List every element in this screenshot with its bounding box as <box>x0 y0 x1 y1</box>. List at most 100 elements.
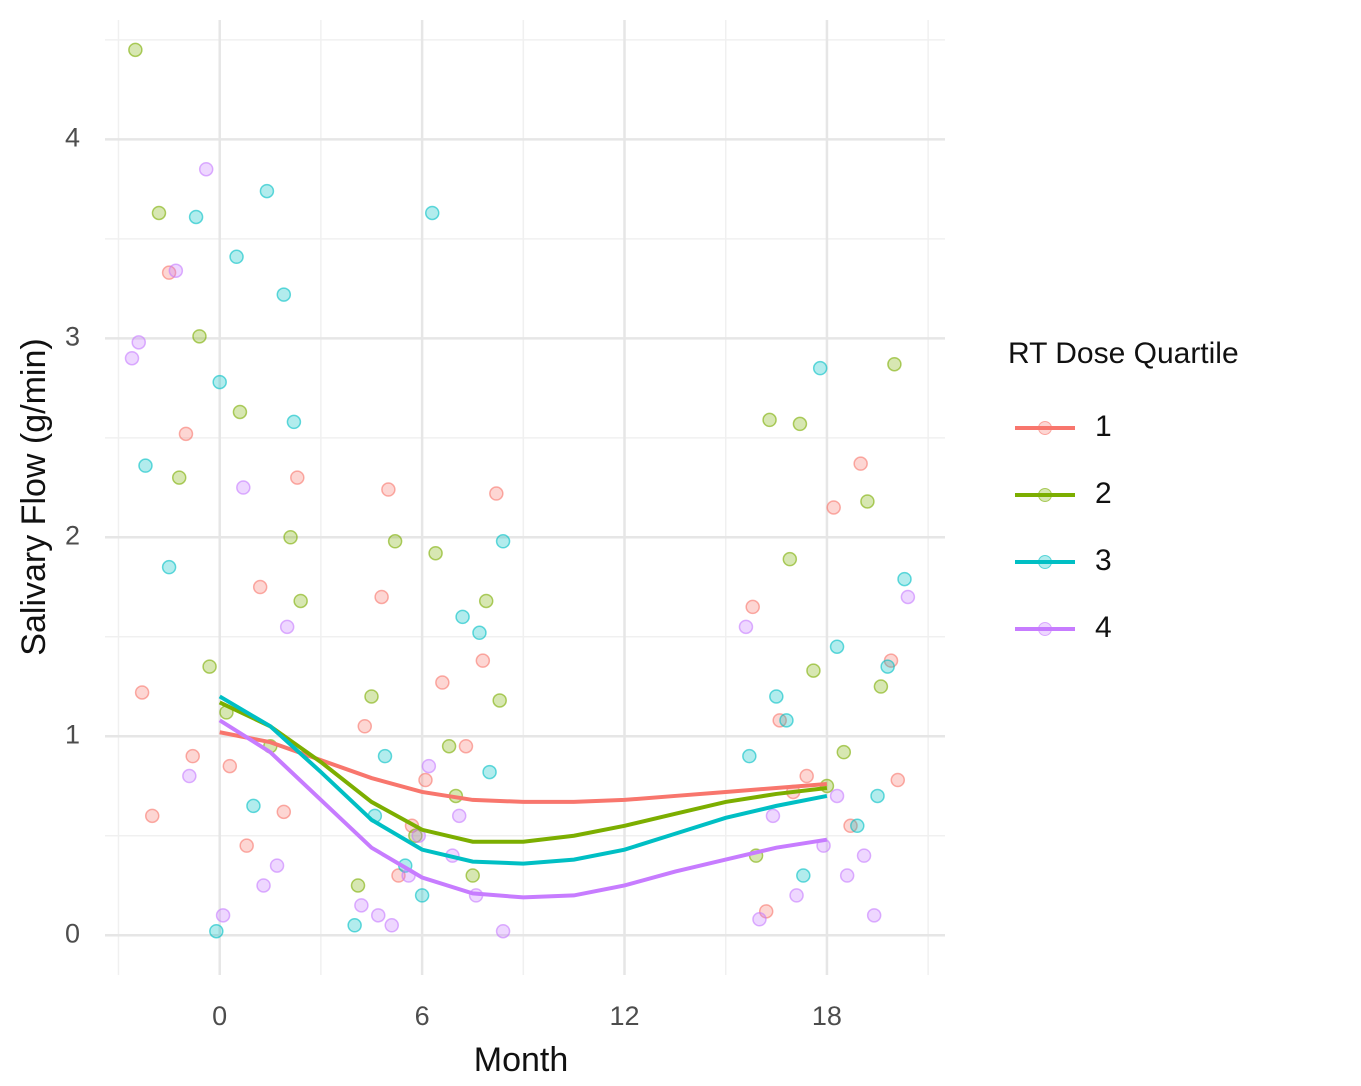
data-point <box>495 923 511 939</box>
data-point <box>276 287 292 302</box>
data-point <box>826 500 841 515</box>
y-tick-label: 4 <box>65 123 80 153</box>
legend-label: 2 <box>1095 477 1112 510</box>
data-point <box>812 360 828 376</box>
data-point <box>371 908 386 923</box>
legend-key-point <box>1038 555 1052 569</box>
data-point <box>475 653 491 668</box>
data-point <box>866 908 882 923</box>
legend-label: 3 <box>1095 544 1112 577</box>
data-point <box>856 848 872 863</box>
data-point <box>738 619 754 635</box>
data-point <box>779 713 794 728</box>
data-point <box>384 918 399 933</box>
data-point <box>276 804 292 820</box>
data-point <box>887 356 902 372</box>
data-point <box>495 534 511 549</box>
data-point <box>131 335 146 350</box>
data-point <box>236 480 251 495</box>
data-point <box>134 685 150 700</box>
data-point <box>350 878 366 893</box>
data-point <box>455 609 470 625</box>
data-point <box>806 663 821 678</box>
data-point <box>246 798 261 814</box>
data-point <box>890 772 906 788</box>
data-point <box>239 838 254 853</box>
data-point <box>178 426 194 442</box>
data-point <box>435 675 450 690</box>
data-point <box>168 263 184 278</box>
data-point <box>451 808 467 824</box>
data-point <box>138 458 153 473</box>
data-point <box>424 205 440 221</box>
data-point <box>232 404 248 420</box>
data-point <box>796 868 811 883</box>
data-point <box>421 758 437 774</box>
legend-title: RT Dose Quartile <box>1008 337 1239 370</box>
data-point <box>489 486 504 501</box>
y-tick-label: 1 <box>65 719 80 749</box>
data-point <box>829 639 845 654</box>
data-point <box>286 414 302 430</box>
data-point <box>742 748 757 764</box>
data-point <box>151 205 167 221</box>
data-point <box>792 416 808 432</box>
data-point <box>870 788 885 804</box>
x-tick-label: 0 <box>212 1001 227 1031</box>
y-axis-title: Salivary Flow (g/min) <box>15 338 53 655</box>
data-point <box>391 868 406 883</box>
smooth-line <box>218 718 828 900</box>
data-point <box>198 161 214 177</box>
data-point <box>836 744 852 760</box>
data-point <box>408 828 423 843</box>
legend-key-point <box>1038 421 1052 435</box>
data-point <box>482 764 497 780</box>
data-point <box>769 689 784 704</box>
data-point <box>144 808 160 824</box>
data-point <box>745 599 760 615</box>
data-point <box>290 470 305 485</box>
data-point <box>212 374 227 390</box>
data-point <box>465 868 480 883</box>
data-point <box>478 593 494 609</box>
data-point <box>124 350 140 366</box>
data-point <box>347 918 362 933</box>
x-axis-title: Month <box>474 1041 569 1079</box>
data-point <box>188 209 204 225</box>
data-point <box>880 659 895 674</box>
data-point <box>293 593 308 609</box>
data-point <box>829 788 845 804</box>
x-tick-label: 18 <box>812 1001 842 1031</box>
data-point <box>789 888 804 903</box>
data-point <box>256 878 271 893</box>
x-tick-label: 12 <box>609 1001 639 1031</box>
data-point <box>259 183 275 199</box>
data-point <box>354 898 369 913</box>
data-point <box>222 758 238 774</box>
data-point <box>215 908 231 923</box>
data-point <box>900 589 916 605</box>
data-point <box>269 858 285 873</box>
data-point <box>128 42 143 58</box>
y-tick-label: 0 <box>65 918 80 948</box>
data-point <box>458 738 474 754</box>
data-point <box>252 579 268 595</box>
data-point <box>357 719 373 734</box>
data-point <box>387 534 403 549</box>
data-point <box>202 659 217 674</box>
legend-key-point <box>1038 488 1052 502</box>
data-point <box>279 619 295 635</box>
data-point <box>853 456 868 471</box>
smooth-line <box>218 694 828 866</box>
data-point <box>418 772 433 788</box>
legend-key-point <box>1038 622 1052 636</box>
data-point <box>762 412 777 428</box>
x-tick-label: 6 <box>415 1001 430 1031</box>
data-point <box>897 571 912 587</box>
data-point <box>492 693 507 708</box>
data-point <box>364 689 379 704</box>
data-point <box>381 482 396 497</box>
data-point <box>839 868 855 883</box>
